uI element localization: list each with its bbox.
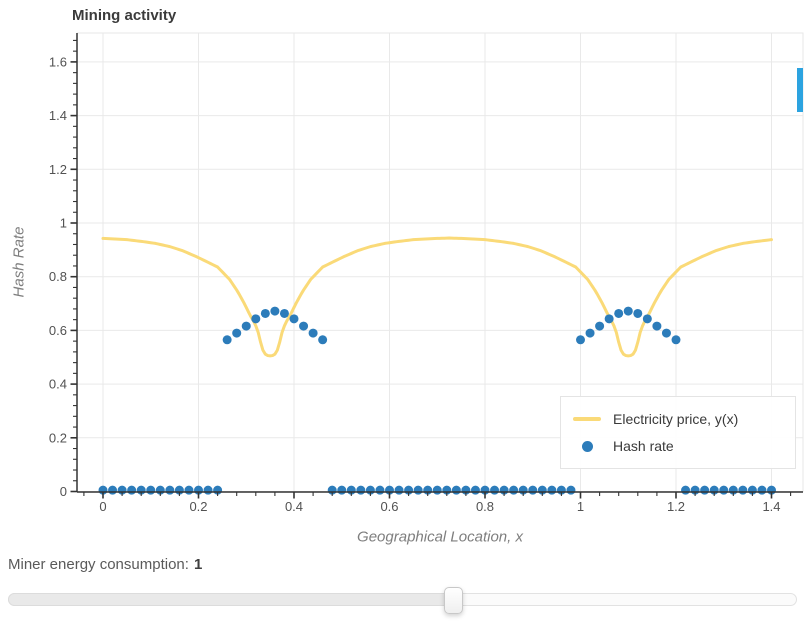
price-curve — [101, 236, 773, 358]
legend-item-hash-rate: Hash rate — [561, 438, 795, 454]
hash-rate-point — [356, 485, 366, 495]
x-tick-label: 1 — [577, 499, 584, 514]
hash-rate-point — [184, 485, 194, 495]
hash-rate-point — [585, 328, 595, 338]
hash-rate-point — [308, 328, 318, 338]
hash-rate-point — [681, 485, 691, 495]
hash-rate-point — [661, 328, 671, 338]
hash-rate-point — [719, 485, 729, 495]
hash-rate-point — [528, 485, 538, 495]
plot-outline — [77, 32, 804, 492]
hash-rate-point — [757, 485, 767, 495]
x-tick-label: 0.6 — [380, 499, 398, 514]
hash-rate-point — [576, 335, 585, 345]
legend-label-hash-rate: Hash rate — [613, 438, 674, 454]
hash-rate-point — [490, 485, 500, 495]
axes — [70, 33, 803, 499]
y-tick-label: 0.2 — [49, 430, 67, 445]
hash-rate-point — [375, 485, 385, 495]
hash-rate-point — [451, 485, 461, 495]
hash-rate-point — [203, 485, 213, 495]
hash-rate-point — [595, 321, 605, 331]
x-tick-label: 1.4 — [762, 499, 780, 514]
y-tick-label: 0.6 — [49, 323, 67, 338]
hash-rate-point — [318, 335, 328, 345]
hash-rate-point — [251, 314, 261, 324]
hash-rate-point — [260, 308, 270, 318]
hash-rate-point — [547, 485, 557, 495]
y-tick-label: 1 — [60, 216, 67, 231]
hash-rate-point — [633, 308, 643, 318]
x-tick-label: 1.2 — [667, 499, 685, 514]
hash-rate-point — [127, 485, 137, 495]
x-axis-title: Geographical Location, x — [357, 528, 523, 546]
legend-swatch-cell — [561, 417, 613, 421]
x-tick-label: 0 — [99, 499, 106, 514]
hash-rate-point — [432, 485, 442, 495]
x-tick-label: 0.4 — [285, 499, 303, 514]
hash-rate-point — [509, 485, 519, 495]
legend: Electricity price, y(x) Hash rate — [560, 396, 796, 469]
dot-swatch-icon — [581, 440, 593, 452]
slider-fill — [8, 593, 454, 606]
slider-label-text: Miner energy consumption: — [8, 556, 189, 573]
scrollbar-thumb[interactable] — [797, 68, 803, 112]
hash-rate-point — [146, 485, 156, 495]
y-axis-title: Hash Rate — [10, 226, 28, 298]
tick-labels: 0 0.2 0.4 0.6 0.8 1 1.2 1.4 0 0.2 0.4 0.6 0.8 1 1.2 1.4… — [49, 54, 781, 514]
hash-rate-point — [671, 335, 681, 345]
hash-rate-point — [299, 321, 309, 331]
hash-rate-point — [394, 485, 404, 495]
hash-rate-point — [614, 308, 624, 318]
y-tick-label: 0.8 — [49, 269, 67, 284]
hash-rate-point — [652, 321, 662, 331]
y-tick-label: 1.6 — [49, 54, 67, 69]
hash-rate-point — [700, 485, 710, 495]
y-tick-label: 0.4 — [49, 377, 67, 392]
hash-rate-point — [566, 485, 576, 495]
x-tick-label: 0.2 — [189, 499, 207, 514]
hash-rate-point — [413, 485, 423, 495]
hash-rate-point — [241, 321, 251, 331]
hash-rate-point — [623, 306, 633, 316]
hash-rate-point — [289, 314, 299, 324]
plot-canvas: 0 0.2 0.4 0.6 0.8 1 1.2 1.4 0 0.2 0.4 0.6 0.8 1 1.2 1.4… — [49, 32, 804, 514]
y-tick-label: 1.2 — [49, 162, 67, 177]
hash-rate-point — [270, 306, 280, 316]
hash-rate-point — [337, 485, 347, 495]
slider-label: Miner energy consumption: 1 — [8, 556, 202, 573]
slider-value: 1 — [193, 556, 203, 573]
hash-rate-point — [222, 335, 232, 345]
legend-swatch-cell — [561, 440, 613, 452]
slider-handle[interactable] — [443, 587, 463, 614]
hash-rate-point — [642, 314, 652, 324]
x-tick-label: 0.8 — [476, 499, 494, 514]
y-tick-label: 1.4 — [49, 108, 67, 123]
legend-item-electricity-price: Electricity price, y(x) — [561, 411, 795, 427]
line-swatch-icon — [573, 417, 601, 421]
hash-rate-point — [738, 485, 748, 495]
y-tick-label: 0 — [60, 484, 67, 499]
hash-rate-point — [604, 314, 614, 324]
hash-rate-point — [232, 328, 242, 338]
hash-rate-point — [108, 485, 118, 495]
hash-rate-point — [165, 485, 175, 495]
legend-label-electricity-price: Electricity price, y(x) — [613, 411, 739, 427]
chart-title: Mining activity — [72, 7, 177, 24]
hash-rate-point — [279, 308, 289, 318]
hash-rate-point — [470, 485, 480, 495]
